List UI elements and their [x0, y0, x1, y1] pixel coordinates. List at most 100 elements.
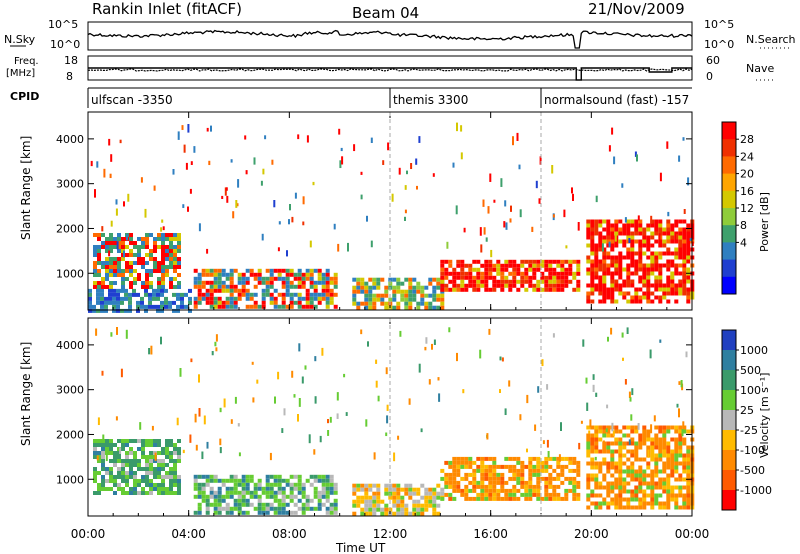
- data-cell: [173, 249, 177, 253]
- data-cell: [528, 496, 533, 501]
- data-cell: [424, 491, 429, 496]
- data-cell: [237, 482, 242, 487]
- data-cell: [540, 263, 545, 268]
- data-cell: [190, 358, 193, 363]
- data-cell: [281, 300, 286, 305]
- data-cell: [88, 296, 92, 301]
- data-cell: [233, 288, 238, 293]
- data-cell: [626, 497, 631, 502]
- data-cell: [251, 361, 254, 365]
- data-cell: [484, 263, 489, 268]
- data-cell: [396, 499, 401, 504]
- data-cell: [602, 461, 607, 466]
- data-cell: [436, 293, 441, 298]
- data-cell: [117, 475, 121, 479]
- data-cell: [215, 334, 218, 342]
- data-cell: [456, 456, 461, 461]
- data-cell: [392, 297, 397, 302]
- data-cell: [682, 453, 687, 458]
- data-cell: [173, 443, 177, 447]
- data-cell: [125, 439, 129, 443]
- data-cell: [634, 453, 639, 458]
- data-cell: [448, 484, 453, 489]
- data-cell: [113, 269, 117, 273]
- data-cell: [188, 308, 192, 313]
- data-cell: [610, 239, 615, 244]
- data-cell: [136, 304, 140, 309]
- data-cell: [205, 272, 210, 277]
- data-cell: [148, 348, 151, 355]
- data-cell: [229, 300, 234, 305]
- data-cell: [309, 474, 314, 479]
- data-cell: [124, 308, 128, 313]
- data-cell: [571, 187, 573, 194]
- data-cell: [484, 271, 489, 276]
- data-cell: [305, 292, 310, 297]
- data-cell: [472, 488, 477, 493]
- data-cell: [325, 276, 330, 281]
- data-cell: [424, 293, 429, 298]
- data-cell: [516, 476, 521, 481]
- data-cell: [512, 488, 517, 493]
- data-cell: [182, 449, 185, 454]
- data-cell: [160, 288, 164, 293]
- data-cell: [129, 491, 133, 495]
- data-cell: [372, 297, 377, 302]
- data-cell: [650, 449, 655, 454]
- data-cell: [662, 505, 667, 510]
- data-cell: [444, 460, 449, 465]
- data-cell: [610, 473, 615, 478]
- data-cell: [622, 497, 627, 502]
- data-cell: [157, 281, 161, 285]
- data-cell: [233, 490, 238, 495]
- data-cell: [137, 447, 141, 451]
- data-cell: [360, 171, 363, 175]
- data-cell: [666, 219, 671, 224]
- data-cell: [113, 463, 117, 467]
- data-cell: [682, 421, 685, 429]
- data-cell: [508, 279, 513, 284]
- data-cell: [333, 223, 336, 230]
- data-cell: [141, 281, 145, 285]
- data-cell: [682, 259, 687, 264]
- data-cell: [528, 488, 533, 493]
- data-cell: [618, 473, 623, 478]
- data-cell: [444, 476, 449, 481]
- data-cell: [293, 474, 298, 479]
- data-cell: [456, 122, 458, 132]
- data-cell: [686, 239, 691, 244]
- data-cell: [666, 227, 671, 232]
- data-cell: [654, 497, 659, 502]
- data-cell: [678, 251, 683, 256]
- data-cell: [448, 327, 451, 333]
- data-cell: [161, 261, 165, 265]
- data-cell: [674, 477, 679, 482]
- data-cell: [488, 484, 493, 489]
- data-cell: [386, 404, 389, 411]
- data-cell: [444, 480, 449, 485]
- data-cell: [160, 292, 164, 297]
- data-cell: [598, 469, 603, 474]
- data-cell: [602, 291, 607, 296]
- data-cell: [630, 223, 635, 228]
- data-cell: [601, 243, 604, 252]
- data-cell: [132, 288, 136, 293]
- data-cell: [468, 480, 473, 485]
- data-cell: [496, 480, 501, 485]
- data-cell: [160, 300, 164, 305]
- data-cell: [265, 502, 270, 507]
- data-cell: [524, 267, 529, 272]
- data-cell: [165, 439, 169, 443]
- data-cell: [504, 408, 507, 416]
- colorbar-swatch: [722, 156, 736, 175]
- data-cell: [301, 494, 306, 499]
- colorbar-swatch: [722, 122, 736, 140]
- data-cell: [273, 296, 278, 301]
- power-ylabel: Slant Range [km]: [19, 136, 33, 240]
- data-cell: [109, 241, 113, 245]
- data-cell: [269, 280, 274, 285]
- data-cell: [556, 464, 561, 469]
- data-cell: [215, 347, 218, 352]
- data-cell: [618, 291, 623, 296]
- data-cell: [285, 284, 290, 289]
